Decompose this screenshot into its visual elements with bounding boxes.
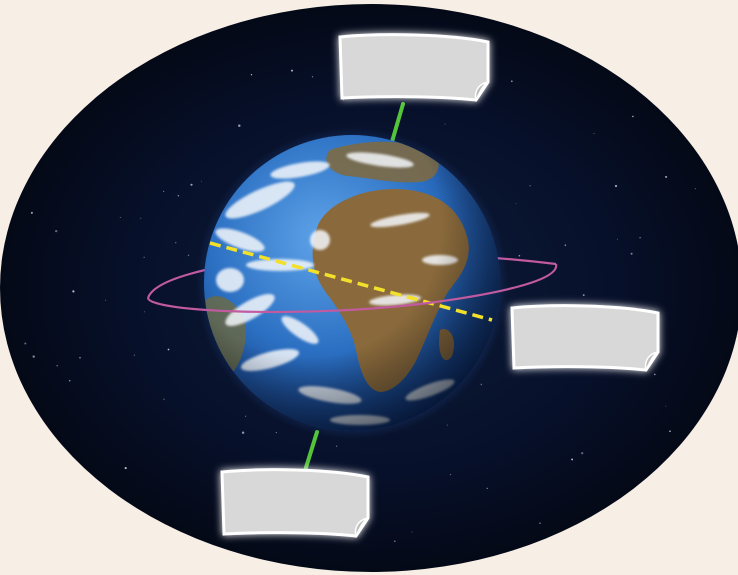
star (105, 299, 107, 301)
star (72, 290, 75, 293)
star (581, 452, 584, 455)
star (143, 256, 145, 258)
star (539, 522, 541, 524)
star (393, 540, 396, 543)
label-box-north[interactable] (338, 33, 490, 103)
label-box-south[interactable] (220, 468, 370, 539)
star (411, 531, 413, 533)
star (335, 445, 338, 447)
star (630, 252, 633, 255)
star (163, 190, 165, 192)
star (515, 203, 517, 205)
star (480, 383, 483, 386)
star (32, 355, 35, 358)
star (187, 254, 190, 257)
star (68, 379, 71, 382)
star (571, 458, 574, 461)
star (56, 364, 58, 367)
star (30, 211, 33, 214)
star (177, 195, 180, 197)
star (241, 431, 245, 434)
star (275, 431, 277, 434)
star (245, 415, 247, 417)
star (291, 69, 293, 72)
rotation-axis-south (302, 430, 319, 476)
star (55, 229, 58, 233)
star (446, 424, 448, 426)
star (669, 430, 671, 433)
star (444, 123, 446, 125)
star (175, 242, 177, 244)
star (510, 80, 513, 83)
star (124, 467, 127, 470)
star (133, 354, 135, 356)
star (632, 115, 634, 118)
star (665, 405, 667, 407)
earth-globe (196, 127, 508, 439)
star (529, 185, 531, 187)
star (163, 398, 165, 400)
star (201, 180, 203, 182)
star (616, 238, 618, 240)
star (593, 133, 595, 134)
star (518, 254, 521, 257)
star (238, 124, 241, 127)
star (79, 357, 81, 359)
star (564, 244, 567, 246)
star (250, 74, 253, 76)
label-box-orbit[interactable] (510, 304, 660, 373)
equator-line (209, 241, 493, 322)
star (653, 373, 656, 376)
star (167, 348, 170, 351)
star (311, 76, 314, 78)
star (582, 294, 585, 297)
star (119, 216, 121, 218)
star (190, 183, 193, 186)
star (449, 473, 452, 476)
orbit-ring-front (146, 263, 558, 314)
star (694, 188, 696, 190)
star (639, 237, 641, 239)
star (140, 217, 142, 219)
star (665, 175, 668, 178)
star (614, 184, 618, 188)
star (144, 311, 146, 313)
star (24, 342, 27, 345)
star (486, 487, 488, 489)
